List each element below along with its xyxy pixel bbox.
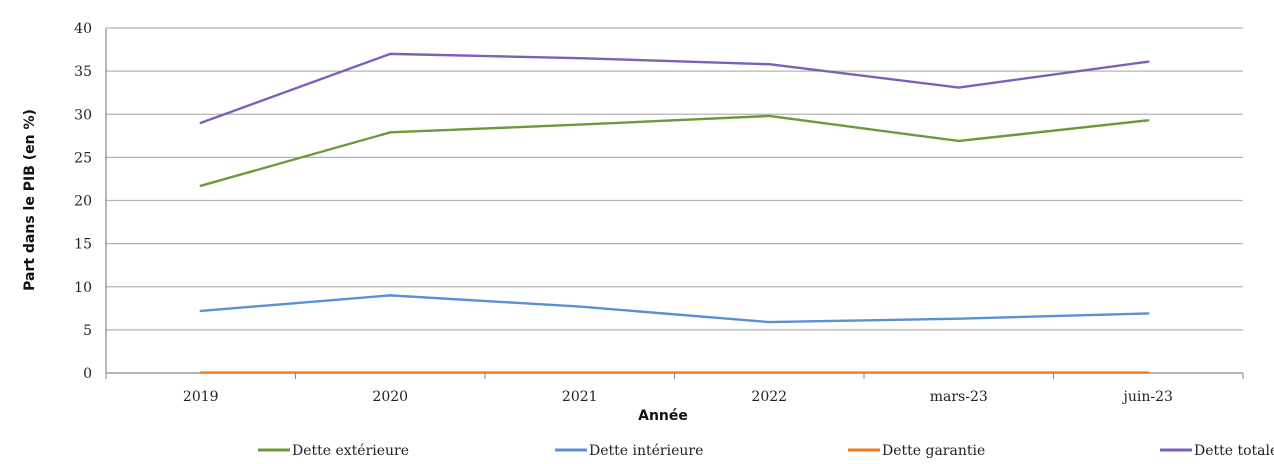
- legend-label: Dette intérieure: [589, 443, 703, 459]
- series-lines: [199, 52, 1150, 374]
- legend-label: Dette garantie: [882, 443, 985, 459]
- y-tick-label: 20: [74, 194, 92, 210]
- x-tick-label: 2021: [562, 389, 598, 405]
- y-tick-label: 15: [74, 237, 92, 253]
- y-tick-label: 10: [74, 280, 92, 296]
- y-tick-label: 25: [74, 150, 92, 166]
- x-tick-label: 2020: [372, 389, 408, 405]
- series-line-1: [199, 294, 1150, 324]
- y-tick-label: 30: [74, 107, 92, 123]
- x-axis-title: Année: [638, 408, 688, 424]
- series-line-0: [199, 114, 1150, 188]
- legend-label: Dette extérieure: [292, 443, 409, 459]
- x-tick-label: 2022: [751, 389, 787, 405]
- legend-label: Dette totale: [1194, 443, 1274, 459]
- series-line-3: [199, 52, 1150, 125]
- y-tick-label: 5: [83, 323, 92, 339]
- y-tick-label: 35: [74, 64, 92, 80]
- y-axis-title: Part dans le PIB (en %): [22, 109, 38, 291]
- x-tick-label: mars-23: [930, 389, 988, 405]
- x-tick-label: 2019: [183, 389, 219, 405]
- x-axis-ticks: 2019 2020 2021 2022 mars-23 juin-23: [105, 373, 1244, 405]
- y-axis-ticks: 0 5 10 15 20 25 30 35 40: [74, 21, 92, 382]
- x-tick-label: juin-23: [1122, 389, 1173, 405]
- gridlines: [106, 27, 1243, 331]
- y-tick-label: 40: [74, 21, 92, 37]
- y-tick-label: 0: [83, 366, 92, 382]
- legend: Dette extérieure Dette intérieure Dette ga…: [258, 443, 1274, 459]
